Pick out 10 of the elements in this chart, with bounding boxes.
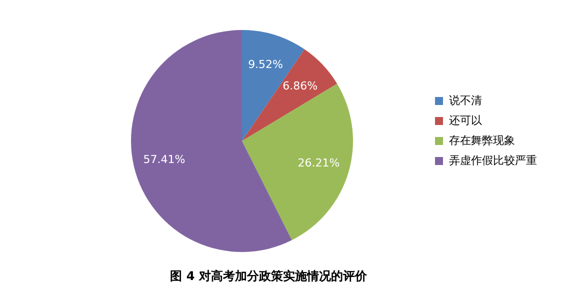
data-label: 26.21% (298, 156, 340, 170)
legend-label: 弄虚作假比较严重 (449, 153, 537, 169)
text: 图 4 对高考加分政策实施情况的评价 (169, 268, 368, 285)
data-label: 9.52% (248, 58, 284, 72)
legend-label: 还可以 (449, 113, 482, 129)
data-label: 57.41% (143, 152, 186, 166)
data-label: 6.86% (282, 80, 318, 93)
pie-slice (242, 49, 338, 141)
legend-label: 存在舞弊现象 (449, 133, 515, 149)
legend-label: 说不清 (449, 93, 482, 109)
